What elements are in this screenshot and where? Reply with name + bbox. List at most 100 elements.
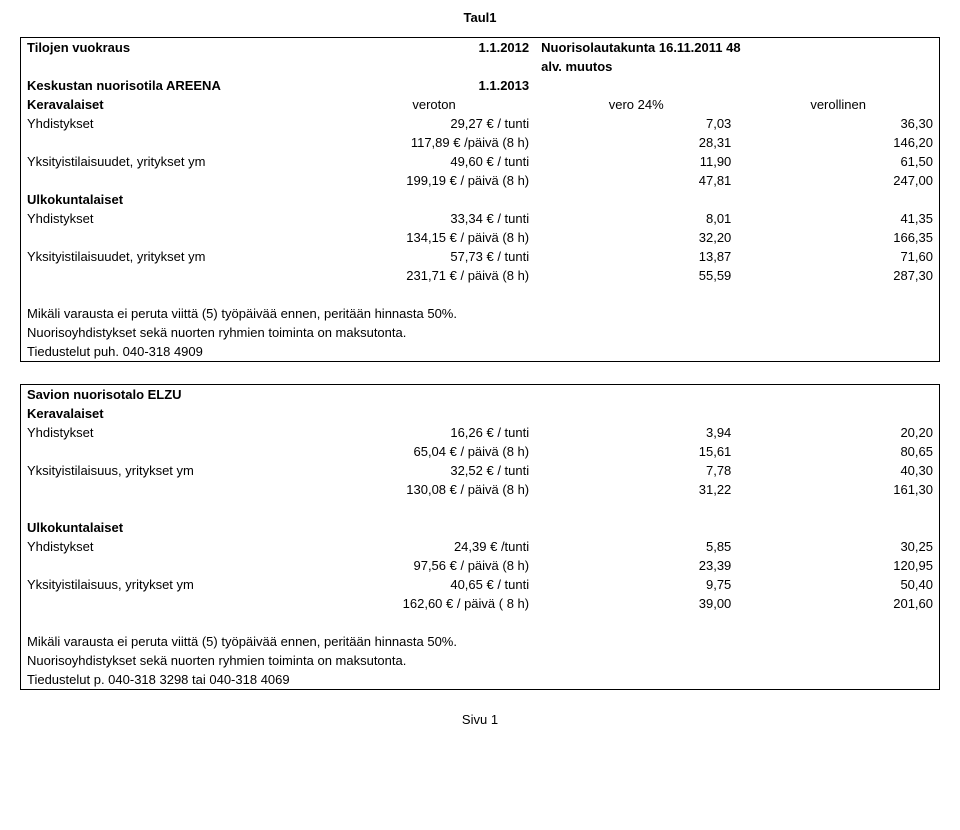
row-label: Yksityistilaisuus, yritykset ym xyxy=(21,461,333,480)
row-vat: 15,61 xyxy=(535,442,737,461)
row-total: 120,95 xyxy=(737,556,939,575)
row-total: 287,30 xyxy=(737,266,939,285)
row-price: 117,89 € /päivä (8 h) xyxy=(333,133,535,152)
table-row: 130,08 € / päivä (8 h)31,22161,30 xyxy=(21,480,940,499)
row-vat: 23,39 xyxy=(535,556,737,575)
table-row: Yhdistykset29,27 € / tunti7,0336,30 xyxy=(21,114,940,133)
row-vat: 32,20 xyxy=(535,228,737,247)
row-vat: 55,59 xyxy=(535,266,737,285)
table-areena: Tilojen vuokraus 1.1.2012 Nuorisolautaku… xyxy=(20,37,940,362)
table-row: Yhdistykset24,39 € /tunti5,8530,25 xyxy=(21,537,940,556)
row-total: 71,60 xyxy=(737,247,939,266)
row-label: Yhdistykset xyxy=(21,209,333,228)
row-label: Yhdistykset xyxy=(21,537,333,556)
table-elzu: Savion nuorisotalo ELZU Keravalaiset Yhd… xyxy=(20,384,940,690)
row-label xyxy=(21,556,333,575)
row-label: Yhdistykset xyxy=(21,114,333,133)
board-ref: Nuorisolautakunta 16.11.2011 48 xyxy=(535,38,939,58)
row-total: 30,25 xyxy=(737,537,939,556)
row-label: Yksityistilaisuudet, yritykset ym xyxy=(21,152,333,171)
row-vat: 8,01 xyxy=(535,209,737,228)
table-row: 134,15 € / päivä (8 h)32,20166,35 xyxy=(21,228,940,247)
row-vat: 9,75 xyxy=(535,575,737,594)
row-label: Yksityistilaisuus, yritykset ym xyxy=(21,575,333,594)
row-price: 16,26 € / tunti xyxy=(333,423,535,442)
row-price: 49,60 € / tunti xyxy=(333,152,535,171)
row-price: 130,08 € / päivä (8 h) xyxy=(333,480,535,499)
row-total: 146,20 xyxy=(737,133,939,152)
ulkokuntalaiset-label-2: Ulkokuntalaiset xyxy=(21,518,333,537)
table-row: 117,89 € /päivä (8 h)28,31146,20 xyxy=(21,133,940,152)
row-vat: 7,03 xyxy=(535,114,737,133)
row-vat: 31,22 xyxy=(535,480,737,499)
table-row: Yhdistykset16,26 € / tunti3,9420,20 xyxy=(21,423,940,442)
note-phone-2: Tiedustelut p. 040-318 3298 tai 040-318 … xyxy=(21,670,940,690)
date-1: 1.1.2012 xyxy=(333,38,535,58)
table-row: Yksityistilaisuus, yritykset ym40,65 € /… xyxy=(21,575,940,594)
row-price: 231,71 € / päivä (8 h) xyxy=(333,266,535,285)
row-vat: 39,00 xyxy=(535,594,737,613)
row-vat: 28,31 xyxy=(535,133,737,152)
table-row: Yksityistilaisuus, yritykset ym32,52 € /… xyxy=(21,461,940,480)
table-row: Yksityistilaisuudet, yritykset ym57,73 €… xyxy=(21,247,940,266)
row-label xyxy=(21,480,333,499)
row-price: 29,27 € / tunti xyxy=(333,114,535,133)
veroton: veroton xyxy=(333,95,535,114)
row-total: 161,30 xyxy=(737,480,939,499)
row-label xyxy=(21,594,333,613)
areena-date: 1.1.2013 xyxy=(333,76,535,95)
note-free-1: Nuorisoyhdistykset sekä nuorten ryhmien … xyxy=(21,323,940,342)
row-label: Yhdistykset xyxy=(21,423,333,442)
row-price: 199,19 € / päivä (8 h) xyxy=(333,171,535,190)
row-price: 32,52 € / tunti xyxy=(333,461,535,480)
row-price: 24,39 € /tunti xyxy=(333,537,535,556)
row-price: 33,34 € / tunti xyxy=(333,209,535,228)
row-total: 41,35 xyxy=(737,209,939,228)
alv-muutos: alv. muutos xyxy=(535,57,737,76)
row-total: 20,20 xyxy=(737,423,939,442)
row-total: 166,35 xyxy=(737,228,939,247)
page-number: Sivu 1 xyxy=(20,712,940,727)
row-total: 61,50 xyxy=(737,152,939,171)
row-vat: 3,94 xyxy=(535,423,737,442)
row-total: 201,60 xyxy=(737,594,939,613)
row-vat: 13,87 xyxy=(535,247,737,266)
note-free-2: Nuorisoyhdistykset sekä nuorten ryhmien … xyxy=(21,651,940,670)
row-label xyxy=(21,171,333,190)
areena-title: Keskustan nuorisotila AREENA xyxy=(21,76,333,95)
row-total: 50,40 xyxy=(737,575,939,594)
elzu-title: Savion nuorisotalo ELZU xyxy=(21,385,333,405)
keravalaiset-label-2: Keravalaiset xyxy=(21,404,333,423)
row-price: 97,56 € / päivä (8 h) xyxy=(333,556,535,575)
row-total: 80,65 xyxy=(737,442,939,461)
table-row: 199,19 € / päivä (8 h)47,81247,00 xyxy=(21,171,940,190)
row-vat: 7,78 xyxy=(535,461,737,480)
vero24: vero 24% xyxy=(535,95,737,114)
sheet-title: Taul1 xyxy=(20,10,940,25)
row-total: 247,00 xyxy=(737,171,939,190)
table-row: 231,71 € / päivä (8 h)55,59287,30 xyxy=(21,266,940,285)
row-label xyxy=(21,228,333,247)
row-vat: 11,90 xyxy=(535,152,737,171)
table-row: Yhdistykset33,34 € / tunti8,0141,35 xyxy=(21,209,940,228)
row-total: 36,30 xyxy=(737,114,939,133)
verollinen: verollinen xyxy=(737,95,939,114)
table-row: 65,04 € / päivä (8 h)15,6180,65 xyxy=(21,442,940,461)
row-price: 57,73 € / tunti xyxy=(333,247,535,266)
table-row: 97,56 € / päivä (8 h)23,39120,95 xyxy=(21,556,940,575)
row-price: 65,04 € / päivä (8 h) xyxy=(333,442,535,461)
table-row: 162,60 € / päivä ( 8 h)39,00201,60 xyxy=(21,594,940,613)
row-total: 40,30 xyxy=(737,461,939,480)
row-vat: 5,85 xyxy=(535,537,737,556)
row-vat: 47,81 xyxy=(535,171,737,190)
row-price: 134,15 € / päivä (8 h) xyxy=(333,228,535,247)
keravalaiset-label: Keravalaiset xyxy=(21,95,333,114)
row-label xyxy=(21,266,333,285)
note-cancel-2: Mikäli varausta ei peruta viittä (5) työ… xyxy=(21,632,940,651)
row-label xyxy=(21,442,333,461)
note-phone-1: Tiedustelut puh. 040-318 4909 xyxy=(21,342,940,362)
note-cancel-1: Mikäli varausta ei peruta viittä (5) työ… xyxy=(21,304,940,323)
tilojen-vuokraus: Tilojen vuokraus xyxy=(21,38,333,58)
table-row: Yksityistilaisuudet, yritykset ym49,60 €… xyxy=(21,152,940,171)
row-price: 40,65 € / tunti xyxy=(333,575,535,594)
